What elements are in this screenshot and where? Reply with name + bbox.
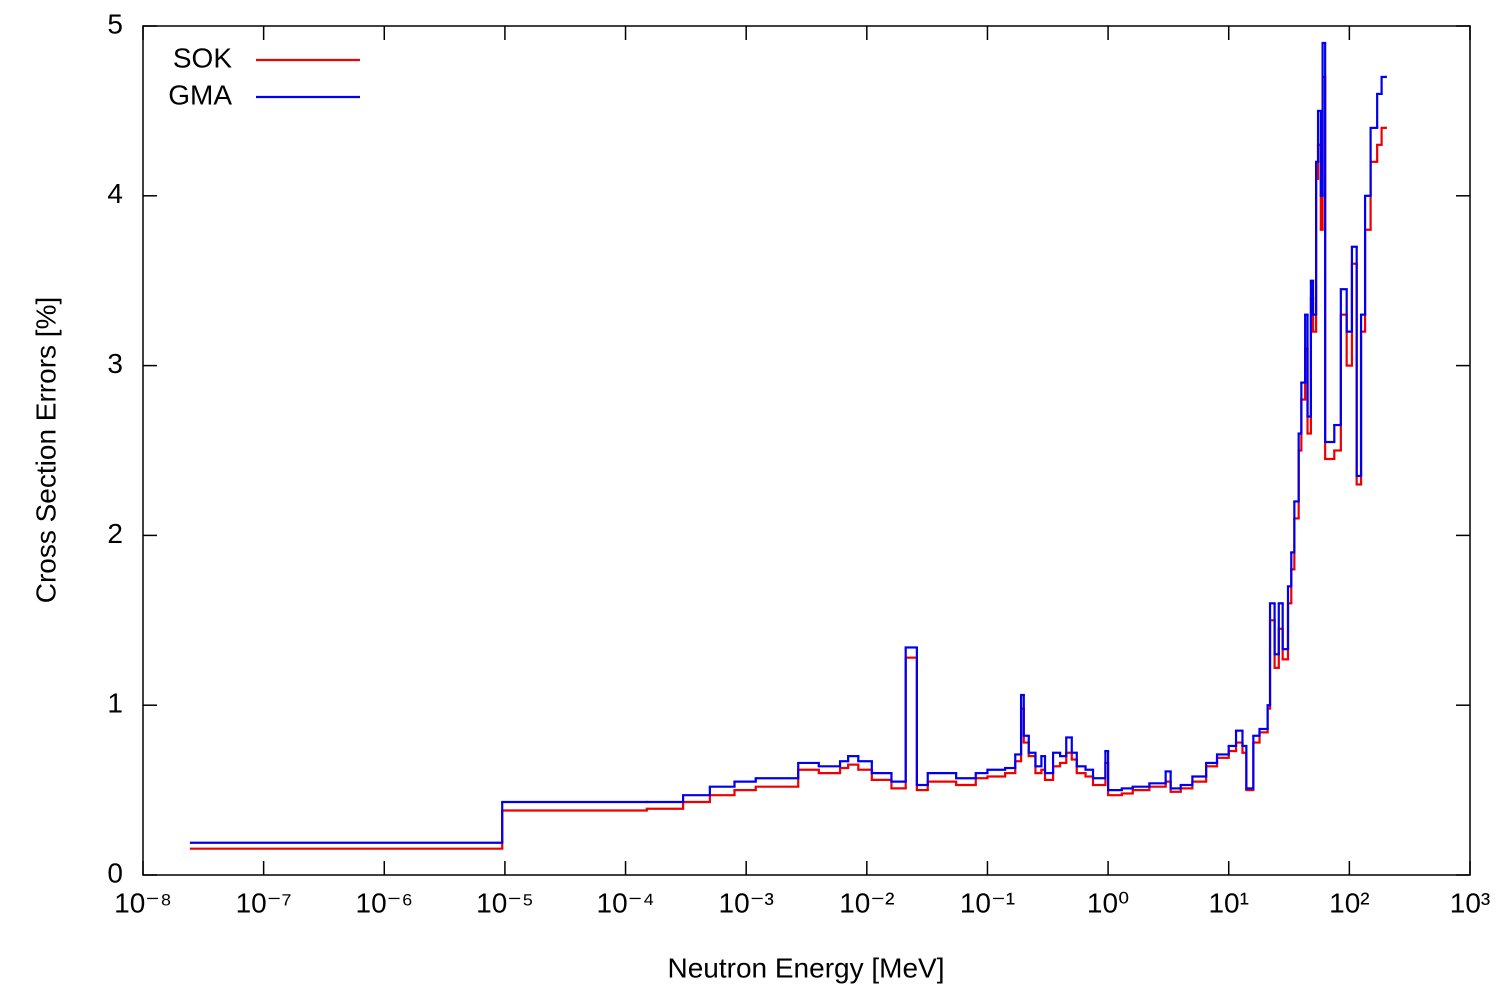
y-tick-label: 3	[107, 348, 123, 379]
x-tick-label: 10¹	[1208, 887, 1248, 918]
y-tick-label: 4	[107, 178, 123, 209]
x-tick-label: 10⁻⁵	[476, 887, 534, 918]
y-tick-label: 0	[107, 857, 123, 888]
x-tick-label: 10⁻⁴	[597, 887, 655, 918]
y-axis-label: Cross Section Errors [%]	[30, 297, 61, 604]
y-tick-label: 5	[107, 8, 123, 39]
x-tick-label: 10⁻⁸	[114, 887, 172, 918]
y-tick-label: 1	[107, 688, 123, 719]
x-tick-label: 10⁻²	[839, 887, 894, 918]
x-tick-label: 10⁻³	[719, 887, 774, 918]
x-tick-label: 10⁻⁷	[236, 887, 292, 918]
x-tick-label: 10⁻¹	[960, 887, 1015, 918]
step-riser	[501, 42, 1383, 843]
step-riser	[501, 76, 1383, 849]
legend-label: SOK	[173, 42, 232, 73]
y-tick-label: 2	[107, 518, 123, 549]
x-tick-label: 10⁰	[1087, 887, 1129, 918]
x-tick-label: 10³	[1450, 887, 1490, 918]
x-tick-label: 10⁻⁶	[356, 887, 413, 918]
x-axis-label: Neutron Energy [MeV]	[667, 952, 944, 983]
legend-label: GMA	[168, 79, 232, 110]
x-tick-label: 10²	[1329, 887, 1369, 918]
plot-frame	[142, 25, 1471, 876]
